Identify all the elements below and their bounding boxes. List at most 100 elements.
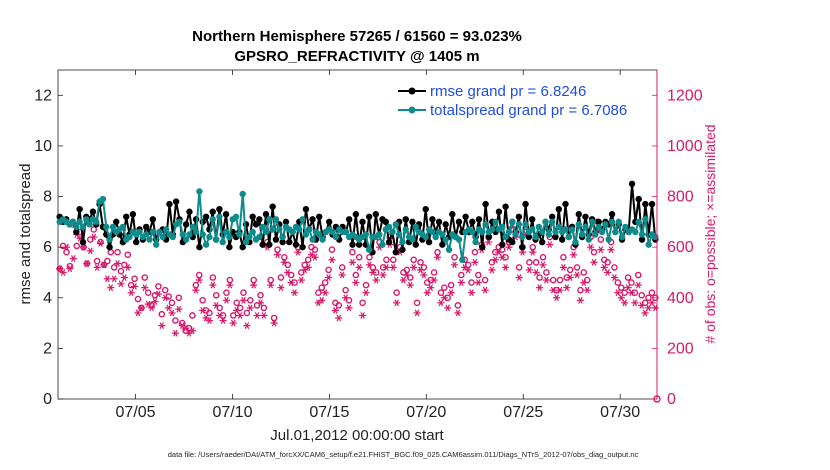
obs-assimilated-marker: [631, 299, 639, 307]
legend-spread-marker: [408, 106, 416, 114]
obs-assimilated-marker: [335, 314, 343, 322]
series-point-rmse: [172, 198, 180, 205]
series-point-totalspread: [595, 223, 602, 231]
asterisk-stroke: [438, 299, 444, 307]
asterisk-stroke: [319, 296, 325, 304]
asterisk-stroke: [581, 279, 587, 287]
asterisk-stroke: [363, 289, 369, 297]
series-point-totalspread: [142, 231, 150, 238]
obs-assimilated-marker: [372, 276, 380, 284]
y2-tick-label: 1000: [667, 138, 703, 155]
series-point-totalspread: [445, 246, 453, 253]
series-point-totalspread: [379, 241, 386, 248]
asterisk-stroke: [196, 276, 202, 284]
series-point-rmse: [286, 238, 293, 246]
series-point-totalspread: [279, 233, 286, 241]
series-point-totalspread: [565, 233, 573, 241]
obs-assimilated-marker: [280, 258, 288, 266]
obs-assimilated-marker: [199, 307, 207, 314]
obs-assimilated-marker: [617, 294, 625, 302]
obs-assimilated-marker: [552, 294, 561, 302]
series-point-totalspread: [469, 228, 476, 236]
obs-assimilated-marker: [634, 281, 642, 289]
asterisk-stroke: [142, 284, 148, 292]
obs-assimilated-marker: [311, 253, 319, 261]
series-point-rmse: [316, 213, 323, 220]
asterisk-stroke: [632, 299, 638, 307]
y2-tick-label: 1200: [667, 87, 703, 104]
obs-assimilated-marker: [188, 327, 197, 335]
asterisk-stroke: [588, 243, 593, 251]
asterisk-stroke: [411, 263, 416, 271]
series-point-totalspread: [109, 223, 117, 231]
series-point-rmse: [495, 208, 503, 215]
obs-possible-marker: [529, 243, 537, 251]
obs-assimilated-marker: [501, 263, 510, 271]
asterisk-stroke: [282, 258, 287, 266]
obs-assimilated-marker: [542, 276, 550, 284]
series-point-totalspread: [502, 233, 509, 241]
series-point-totalspread: [149, 228, 157, 236]
series-point-totalspread: [519, 233, 526, 241]
obs-possible-marker: [355, 253, 363, 261]
obs-assimilated-marker: [233, 307, 241, 314]
series-point-totalspread: [299, 216, 306, 223]
asterisk-stroke: [203, 314, 209, 322]
obs-assimilated-marker: [406, 281, 414, 289]
obs-possible-marker: [267, 276, 275, 284]
obs-possible-marker: [335, 302, 343, 309]
series-point-totalspread: [219, 238, 226, 246]
obs-assimilated-marker: [175, 305, 183, 313]
obs-assimilated-marker: [107, 284, 115, 292]
series-point-totalspread: [399, 238, 406, 246]
asterisk-stroke: [339, 271, 345, 279]
obs-possible-marker: [229, 312, 237, 319]
obs-assimilated-marker: [610, 274, 619, 281]
series-point-rmse: [266, 241, 273, 248]
obs-assimilated-marker: [124, 263, 132, 271]
series-point-totalspread: [192, 228, 200, 236]
obs-possible-marker: [458, 271, 465, 279]
asterisk-stroke: [350, 258, 355, 266]
asterisk-stroke: [241, 296, 246, 304]
obs-assimilated-marker: [389, 263, 397, 271]
series-point-totalspread: [402, 226, 409, 233]
series-point-totalspread: [119, 223, 127, 231]
obs-assimilated-marker: [284, 269, 292, 276]
obs-assimilated-marker: [195, 276, 203, 284]
obs-assimilated-marker: [321, 289, 329, 297]
obs-possible-marker: [270, 314, 278, 322]
asterisk-stroke: [156, 290, 161, 298]
asterisk-stroke: [564, 284, 570, 292]
series-point-rmse: [272, 236, 280, 243]
series-point-rmse: [226, 243, 233, 251]
obs-assimilated-marker: [382, 263, 391, 271]
series-point-rmse: [529, 216, 536, 223]
obs-assimilated-marker: [529, 248, 537, 256]
series-point-totalspread: [159, 233, 167, 241]
asterisk-stroke: [210, 281, 216, 289]
obs-possible-marker: [124, 251, 132, 259]
asterisk-stroke: [414, 309, 420, 317]
obs-possible-marker: [536, 274, 543, 281]
asterisk-stroke: [84, 260, 90, 268]
series-point-rmse: [345, 216, 353, 223]
obs-assimilated-marker: [413, 309, 421, 317]
obs-possible-marker: [597, 236, 605, 243]
series-point-rmse: [548, 213, 556, 220]
asterisk-stroke: [149, 304, 154, 312]
series-point-totalspread: [552, 228, 559, 236]
asterisk-stroke: [139, 304, 144, 312]
series-point-totalspread: [156, 228, 163, 236]
series-point-totalspread: [103, 223, 110, 231]
asterisk-stroke: [230, 319, 236, 327]
series-point-rmse: [538, 238, 546, 246]
asterisk-stroke: [145, 300, 151, 308]
series-point-totalspread: [642, 216, 649, 223]
obs-possible-marker: [311, 246, 319, 253]
series-point-totalspread: [199, 231, 206, 238]
series-point-totalspread: [276, 226, 283, 233]
asterisk-stroke: [305, 263, 311, 271]
obs-assimilated-marker: [147, 304, 156, 312]
asterisk-stroke: [115, 260, 120, 268]
